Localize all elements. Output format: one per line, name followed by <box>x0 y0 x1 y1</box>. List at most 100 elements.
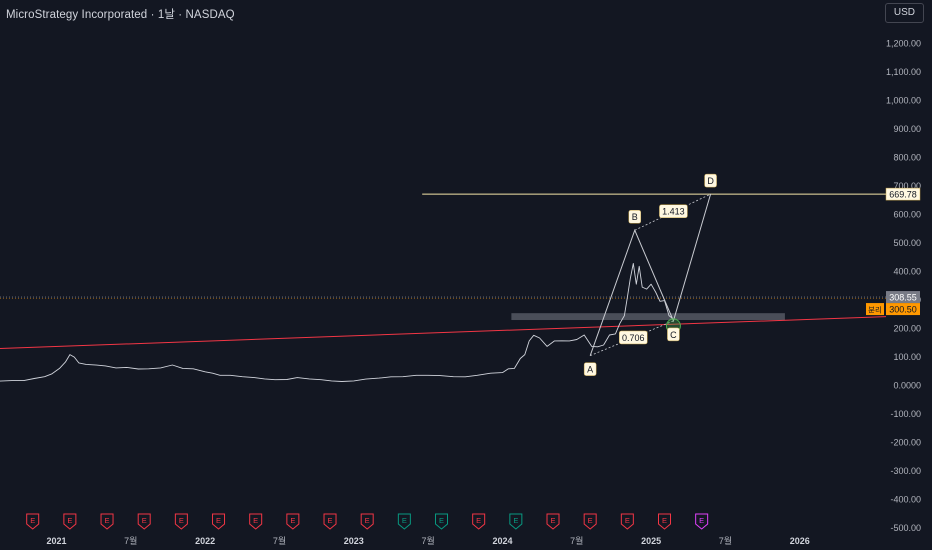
y-tick-label: -300.00 <box>890 466 921 476</box>
support-zone-layer <box>511 313 785 321</box>
pattern-legs <box>589 193 712 356</box>
x-tick-label: 7월 <box>273 535 286 546</box>
earnings-marker <box>546 513 560 530</box>
last-price-tag <box>886 291 920 304</box>
y-tick-label: 200.00 <box>893 324 921 334</box>
earnings-marker <box>26 513 40 530</box>
earnings-marker-label: E <box>67 516 72 525</box>
x-tick-label: 2024 <box>492 536 512 546</box>
earnings-marker-label: E <box>699 516 704 525</box>
earnings-marker <box>100 513 114 530</box>
alt-price-label: 300.50 <box>889 305 917 315</box>
earnings-marker <box>286 513 300 530</box>
price-line <box>0 263 674 382</box>
earnings-marker <box>323 513 337 530</box>
y-tick-label: 700.00 <box>893 181 921 191</box>
x-tick-label: 7월 <box>570 535 583 546</box>
earnings-marker-label: E <box>179 516 184 525</box>
pattern-point-c-box <box>667 327 680 342</box>
x-tick-label: 7월 <box>124 535 137 546</box>
currency-button[interactable]: USD <box>884 3 924 23</box>
pattern-point-d-label: D <box>707 176 714 186</box>
target-price-tag <box>885 187 921 201</box>
y-tick-label: 0.0000 <box>893 381 921 391</box>
y-tick-label: -200.00 <box>890 438 921 448</box>
pattern-point-b-box <box>628 209 642 224</box>
support-zone <box>511 313 785 321</box>
y-tick-label: -100.00 <box>890 409 921 419</box>
earnings-marker <box>63 513 77 530</box>
y-tick-label: 500.00 <box>893 238 921 248</box>
levels-layer <box>0 193 886 299</box>
harmonic-pattern-layer: A B C D 0.706 1.413 <box>583 173 717 376</box>
earnings-marker-label: E <box>513 516 518 525</box>
x-tick-label: 2023 <box>344 536 364 546</box>
earnings-marker <box>620 513 634 530</box>
earnings-marker-label: E <box>365 516 370 525</box>
earnings-marker <box>583 513 597 530</box>
y-tick-label: 600.00 <box>893 210 921 220</box>
trendline-layer <box>0 316 887 350</box>
ratio-label: 1.413 <box>662 207 685 217</box>
y-tick-label: -500.00 <box>890 523 921 533</box>
y-tick-label: 100.00 <box>893 352 921 362</box>
x-tick-label: 2022 <box>195 536 215 546</box>
y-tick-label: 1,200.00 <box>886 39 921 49</box>
pattern-point-c-label: C <box>670 330 677 340</box>
alt-price-tag-badge <box>866 303 884 316</box>
price-series-layer <box>0 263 674 382</box>
x-tick-label: 2026 <box>790 536 810 546</box>
x-tick-label: 7월 <box>719 535 732 546</box>
y-tick-label: 900.00 <box>893 124 921 134</box>
x-tick-label: 2021 <box>46 536 66 546</box>
earnings-marker-label: E <box>476 516 481 525</box>
earnings-marker-label: E <box>253 516 258 525</box>
earnings-marker <box>249 513 263 530</box>
y-tick-label: 1,000.00 <box>886 96 921 106</box>
earnings-marker-label: E <box>328 516 333 525</box>
earnings-marker <box>360 513 374 530</box>
earnings-marker-label: E <box>30 516 35 525</box>
x-tick-label: 7월 <box>421 535 434 546</box>
y-tick-label: 1,100.00 <box>886 67 921 77</box>
ratio-box <box>659 204 688 218</box>
target-price-label: 669.78 <box>889 190 917 200</box>
x-axis: 2021 7월 2022 7월 2023 7월 2024 7월 2025 7월 2026 <box>46 535 809 546</box>
earnings-marker-label: E <box>439 516 444 525</box>
y-tick-label: -400.00 <box>890 495 921 505</box>
earnings-marker-label: E <box>142 516 147 525</box>
alt-price-tag-text: 분리 <box>868 306 882 315</box>
earnings-marker <box>472 513 486 530</box>
pattern-point-a-label: A <box>587 365 593 375</box>
last-price-label: 308.55 <box>889 293 917 303</box>
pattern-point-b-label: B <box>632 212 638 222</box>
earnings-marker <box>397 513 411 530</box>
y-tick-label: 800.00 <box>893 153 921 163</box>
earnings-marker-label: E <box>588 516 593 525</box>
earnings-marker-label: E <box>216 516 221 525</box>
ratio-box <box>619 330 648 345</box>
earnings-marker <box>137 513 151 530</box>
earnings-marker-label: E <box>402 516 407 525</box>
trendline <box>0 316 887 350</box>
earnings-marker-label: E <box>625 516 630 525</box>
earnings-marker <box>212 513 226 530</box>
earnings-marker <box>658 513 671 530</box>
earnings-marker-label: E <box>550 516 555 525</box>
alt-price-tag <box>886 303 920 316</box>
earnings-marker <box>509 513 523 530</box>
earnings-marker <box>435 513 449 530</box>
pattern-point-d-box <box>704 173 717 188</box>
x-tick-label: 2025 <box>641 536 661 546</box>
earnings-marker-label: E <box>662 516 667 525</box>
earnings-marker <box>174 513 188 530</box>
ratio-label: 0.706 <box>622 333 645 343</box>
price-tags: 669.78 308.55 분리 300.50 <box>866 187 921 316</box>
pattern-point-a-box <box>583 362 597 376</box>
earnings-marker <box>695 513 709 530</box>
y-tick-label: 400.00 <box>893 267 921 277</box>
chart-title: MicroStrategy Incorporated · 1날 · NASDAQ <box>6 9 235 21</box>
